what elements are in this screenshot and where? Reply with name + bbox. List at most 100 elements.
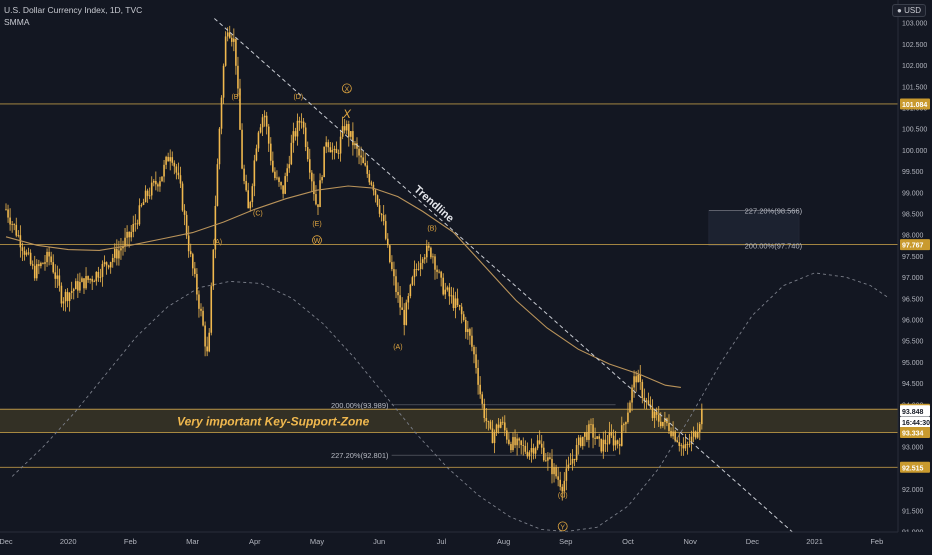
candle-body <box>181 183 184 211</box>
candle-body <box>680 445 683 447</box>
candle-body <box>46 251 48 263</box>
candle-body <box>116 248 118 259</box>
candle-body <box>518 438 520 441</box>
candle-body <box>79 281 81 291</box>
time-tick-label: Aug <box>497 537 510 546</box>
candle-body <box>222 65 225 98</box>
candle-body <box>140 204 143 206</box>
price-tag-label: 92.515 <box>902 465 924 472</box>
candle-body <box>411 277 414 285</box>
fib-label: 227.20%(92.801) <box>331 451 389 460</box>
candle-body <box>362 157 364 163</box>
candle-body <box>469 329 471 336</box>
fib-label: 227.20%(98.566) <box>745 207 803 216</box>
price-tag <box>900 416 930 428</box>
candle-body <box>573 458 576 460</box>
candle-body <box>701 408 703 425</box>
candle-body <box>674 431 676 441</box>
wave-label: (D) <box>293 94 303 101</box>
candle-body <box>647 400 650 405</box>
candle-body <box>237 65 239 89</box>
candle-body <box>419 262 422 270</box>
candle-body <box>347 124 350 137</box>
candle-body <box>386 238 389 246</box>
candle-body <box>339 136 342 154</box>
candle-body <box>643 397 646 402</box>
candle-body <box>245 181 247 191</box>
candle-body <box>694 431 697 438</box>
time-tick-label: 2021 <box>806 537 823 546</box>
candle-body <box>233 38 235 42</box>
candle-body <box>415 269 418 270</box>
candle-body <box>329 147 332 153</box>
candle-body <box>175 166 178 173</box>
candle-body <box>625 422 627 425</box>
candle-body <box>530 448 533 453</box>
candle-body <box>167 156 169 162</box>
candle-body <box>35 264 38 279</box>
candle-body <box>304 127 307 148</box>
price-tag-label: 16:44:30 <box>902 420 930 427</box>
price-tag <box>900 427 930 439</box>
candle-body <box>376 195 379 206</box>
candle-body <box>249 202 252 209</box>
candle-body <box>111 257 114 263</box>
candle-body <box>495 424 498 433</box>
candle-body <box>74 281 77 290</box>
candle-body <box>350 131 352 137</box>
wave-label-circle <box>312 235 322 246</box>
trendline <box>214 18 800 539</box>
candle-body <box>134 223 137 225</box>
candle-body <box>526 451 529 457</box>
candle-body <box>407 296 410 303</box>
candle-body <box>686 443 689 445</box>
candle-body <box>214 205 217 250</box>
candle-body <box>118 250 120 259</box>
candle-body <box>655 411 658 415</box>
candle-body <box>358 148 360 156</box>
candle-body <box>72 289 75 292</box>
candle-body <box>536 440 539 449</box>
candle-body <box>538 440 541 444</box>
candle-body <box>152 180 155 183</box>
wave-label: (E) <box>312 221 321 228</box>
price-tick-label: 96.500 <box>902 296 924 303</box>
currency-button[interactable]: ● USD <box>892 4 926 17</box>
candle-body <box>93 281 96 283</box>
candle-body <box>405 302 408 325</box>
candle-body <box>516 438 518 446</box>
candle-body <box>120 248 122 251</box>
indicator-label[interactable]: SMMA <box>4 17 30 27</box>
candle-body <box>306 147 309 160</box>
candle-body <box>397 291 399 296</box>
candle-body <box>157 184 159 187</box>
wave-label: (A) <box>393 344 402 351</box>
candle-body <box>528 452 531 457</box>
candle-body <box>641 381 644 398</box>
candle-body <box>317 204 319 208</box>
candle-body <box>368 173 371 183</box>
zone-label: Very important Key-Support-Zone <box>177 415 370 429</box>
price-tick-label: 91.500 <box>902 508 924 515</box>
candle-body <box>187 235 190 252</box>
candle-body <box>194 268 196 275</box>
candle-body <box>288 164 291 169</box>
candle-body <box>165 156 167 165</box>
price-tick-label: 103.000 <box>902 21 927 28</box>
wave-label: (B) <box>231 94 240 101</box>
candle-body <box>668 423 670 432</box>
candle-body <box>545 460 547 462</box>
candle-body <box>631 387 633 403</box>
candle-body <box>161 176 163 182</box>
candle-body <box>551 458 553 475</box>
candle-body <box>366 165 369 174</box>
candle-body <box>637 374 640 383</box>
price-tag <box>900 239 930 251</box>
candle-body <box>403 309 406 325</box>
candle-body <box>493 432 496 444</box>
candle-body <box>428 245 430 248</box>
candle-body <box>393 269 395 277</box>
candle-body <box>499 421 502 428</box>
candle-body <box>311 172 313 182</box>
